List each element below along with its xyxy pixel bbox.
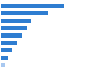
Bar bbox=[1, 19, 31, 23]
Bar bbox=[1, 26, 27, 30]
Bar bbox=[1, 4, 64, 8]
Bar bbox=[1, 41, 17, 45]
Bar bbox=[1, 63, 5, 67]
Bar bbox=[1, 56, 8, 60]
Bar bbox=[1, 48, 12, 52]
Bar bbox=[1, 33, 22, 38]
Bar bbox=[1, 11, 48, 15]
